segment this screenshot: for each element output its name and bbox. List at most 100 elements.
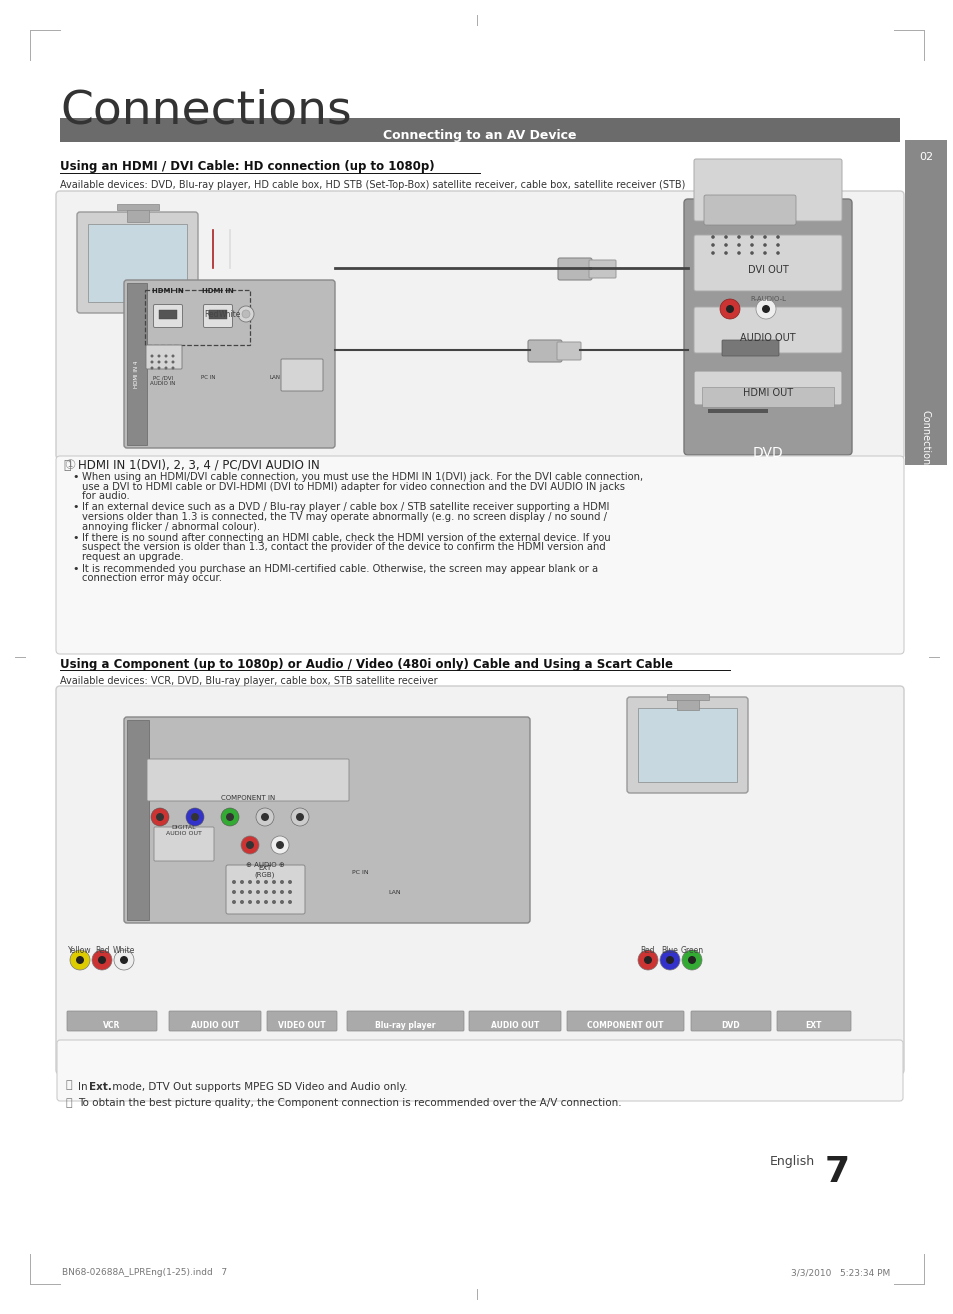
Circle shape (272, 890, 275, 894)
FancyBboxPatch shape (77, 212, 198, 313)
Circle shape (737, 235, 740, 239)
Bar (904, 141, 946, 465)
Text: AUDIO OUT: AUDIO OUT (740, 332, 795, 343)
Text: DVD: DVD (752, 445, 782, 460)
Circle shape (272, 880, 275, 884)
Text: for audio.: for audio. (82, 491, 130, 501)
FancyBboxPatch shape (721, 340, 779, 356)
FancyBboxPatch shape (626, 696, 747, 794)
Circle shape (120, 957, 128, 964)
Circle shape (687, 957, 696, 964)
Circle shape (232, 900, 235, 904)
Text: R-AUDIO-L: R-AUDIO-L (749, 296, 785, 302)
Bar (209, 310, 227, 319)
FancyBboxPatch shape (153, 305, 182, 327)
Circle shape (172, 355, 174, 357)
Circle shape (240, 890, 244, 894)
Circle shape (209, 323, 214, 328)
Circle shape (291, 808, 309, 827)
Text: annoying flicker / abnormal colour).: annoying flicker / abnormal colour). (82, 522, 260, 531)
Circle shape (76, 957, 84, 964)
Circle shape (232, 880, 235, 884)
FancyBboxPatch shape (566, 1010, 683, 1031)
Text: Available devices: DVD, Blu-ray player, HD cable box, HD STB (Set-Top-Box) satel: Available devices: DVD, Blu-ray player, … (60, 180, 684, 191)
Text: HDMI IN: HDMI IN (152, 288, 184, 294)
Circle shape (710, 251, 714, 255)
Circle shape (264, 890, 268, 894)
Text: If there is no sound after connecting an HDMI cable, check the HDMI version of t: If there is no sound after connecting an… (82, 533, 610, 543)
Text: Using an HDMI / DVI Cable: HD connection (up to 1080p): Using an HDMI / DVI Cable: HD connection… (60, 160, 435, 173)
Text: 3/3/2010   5:23:34 PM: 3/3/2010 5:23:34 PM (790, 1268, 889, 1277)
Text: Connecting to an AV Device: Connecting to an AV Device (383, 129, 577, 142)
Circle shape (665, 957, 673, 964)
Text: Ⓢ: Ⓢ (66, 1099, 72, 1108)
Circle shape (164, 355, 168, 357)
FancyBboxPatch shape (147, 759, 349, 802)
Text: AUDIO OUT: AUDIO OUT (191, 1021, 239, 1030)
Text: DIGITAL
AUDIO OUT: DIGITAL AUDIO OUT (166, 825, 202, 836)
Circle shape (227, 323, 233, 328)
Text: Green: Green (679, 946, 702, 955)
FancyBboxPatch shape (693, 371, 841, 405)
Circle shape (776, 235, 779, 239)
Circle shape (157, 367, 160, 369)
Circle shape (172, 360, 174, 364)
Text: PC IN: PC IN (352, 870, 368, 875)
Circle shape (280, 890, 284, 894)
Text: DVI OUT: DVI OUT (747, 265, 787, 275)
Circle shape (241, 836, 258, 854)
FancyBboxPatch shape (693, 159, 841, 221)
Circle shape (157, 360, 160, 364)
Circle shape (255, 900, 260, 904)
Circle shape (720, 300, 740, 319)
Text: request an upgrade.: request an upgrade. (82, 552, 184, 562)
FancyBboxPatch shape (693, 307, 841, 353)
Text: Connections: Connections (920, 410, 930, 470)
Circle shape (248, 880, 252, 884)
FancyBboxPatch shape (57, 1039, 902, 1101)
Circle shape (755, 300, 775, 319)
Circle shape (164, 360, 168, 364)
FancyBboxPatch shape (169, 1010, 261, 1031)
Circle shape (776, 251, 779, 255)
Text: If an external device such as a DVD / Blu-ray player / cable box / STB satellite: If an external device such as a DVD / Bl… (82, 502, 609, 512)
Text: mode, DTV Out supports MPEG SD Video and Audio only.: mode, DTV Out supports MPEG SD Video and… (109, 1081, 407, 1092)
Circle shape (762, 251, 766, 255)
Text: Red: Red (94, 946, 110, 955)
Circle shape (725, 305, 733, 313)
Text: COMPONENT IN: COMPONENT IN (221, 795, 274, 802)
Circle shape (749, 243, 753, 247)
Circle shape (240, 900, 244, 904)
Text: Connections: Connections (60, 88, 352, 133)
Text: 7: 7 (824, 1155, 849, 1189)
Text: AUDIO OUT: AUDIO OUT (490, 1021, 538, 1030)
Bar (228, 285, 232, 325)
Circle shape (275, 841, 284, 849)
Circle shape (186, 808, 204, 827)
Text: Ⓢ: Ⓢ (66, 1080, 72, 1091)
FancyBboxPatch shape (56, 456, 903, 654)
Text: COMPONENT OUT: COMPONENT OUT (586, 1021, 662, 1030)
Text: PC IN: PC IN (200, 374, 215, 380)
Circle shape (223, 319, 236, 332)
Circle shape (151, 367, 153, 369)
Circle shape (762, 243, 766, 247)
Text: When using an HDMI/DVI cable connection, you must use the HDMI IN 1(DVI) jack. F: When using an HDMI/DVI cable connection,… (82, 472, 642, 482)
Text: Blu-ray player: Blu-ray player (375, 1021, 435, 1030)
FancyBboxPatch shape (124, 280, 335, 448)
FancyBboxPatch shape (588, 260, 616, 279)
Circle shape (255, 808, 274, 827)
Circle shape (723, 235, 727, 239)
Text: versions older than 1.3 is connected, the TV may operate abnormally (e.g. no scr: versions older than 1.3 is connected, th… (82, 512, 606, 522)
Text: EXT: EXT (805, 1021, 821, 1030)
Bar (677, 696, 699, 710)
FancyBboxPatch shape (56, 191, 903, 459)
Bar (127, 720, 149, 920)
Circle shape (271, 836, 289, 854)
FancyBboxPatch shape (267, 1010, 336, 1031)
Circle shape (261, 813, 269, 821)
Bar (88, 223, 187, 302)
Circle shape (264, 900, 268, 904)
Circle shape (288, 890, 292, 894)
Circle shape (191, 813, 199, 821)
